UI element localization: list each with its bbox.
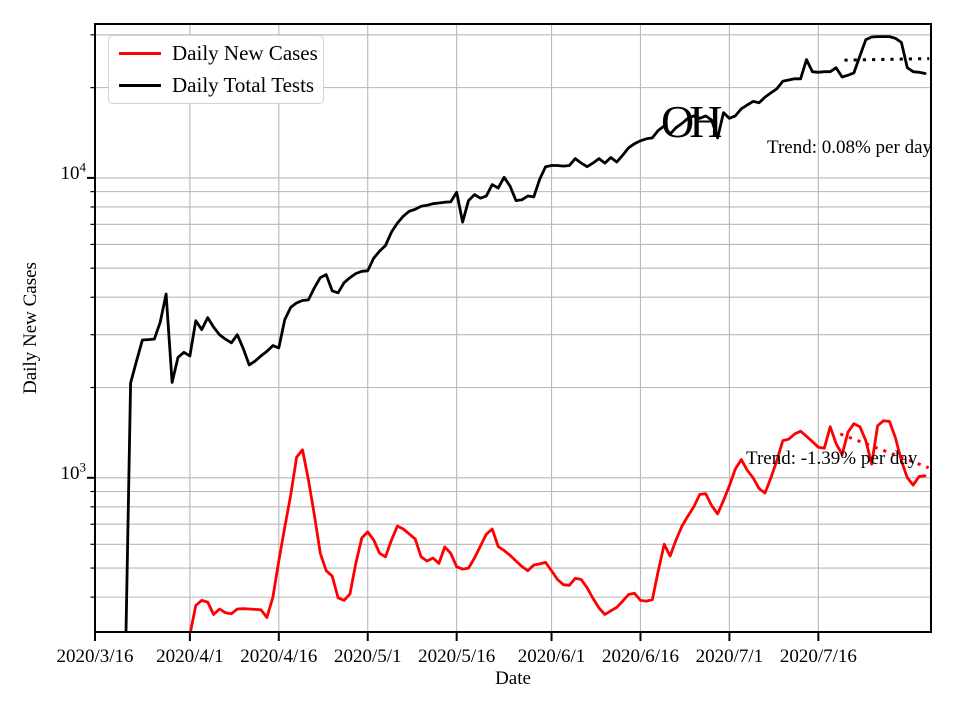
cases-trend-annotation: Trend: -1.39% per day xyxy=(746,448,918,469)
series-lines xyxy=(124,35,930,632)
y-tick-label: 104 xyxy=(60,159,87,184)
x-tick-label: 2020/5/1 xyxy=(333,646,402,667)
axes-frame xyxy=(94,23,932,633)
x-tick-label: 2020/6/16 xyxy=(601,646,679,667)
x-tick-label: 2020/7/16 xyxy=(779,646,857,667)
x-tick-label: 2020/7/1 xyxy=(695,646,764,667)
legend: Daily New Cases Daily Total Tests xyxy=(108,35,324,104)
legend-item-daily-total-tests: Daily Total Tests xyxy=(109,70,323,101)
x-tick-label: 2020/3/16 xyxy=(56,646,134,667)
legend-item-daily-new-cases: Daily New Cases xyxy=(109,38,323,69)
legend-label: Daily Total Tests xyxy=(172,73,315,97)
x-axis-title: Date xyxy=(495,668,531,689)
y-tick-label: 103 xyxy=(60,459,87,484)
y-axis-title: Daily New Cases xyxy=(20,262,41,394)
axis-ticks xyxy=(87,34,820,641)
red-line-swatch xyxy=(119,51,161,56)
x-tick-label: 2020/4/16 xyxy=(240,646,318,667)
trend-line xyxy=(839,432,930,470)
state-label: OH xyxy=(661,96,722,147)
gridlines xyxy=(94,24,931,632)
black-line-swatch xyxy=(119,83,161,88)
x-tick-label: 2020/6/1 xyxy=(517,646,586,667)
series-daily-total-tests xyxy=(124,35,927,632)
x-tick-label: 2020/5/16 xyxy=(418,646,496,667)
x-tick-label: 2020/4/1 xyxy=(156,646,224,667)
series-daily-new-cases xyxy=(188,419,927,632)
tests-trend-annotation: Trend: 0.08% per day xyxy=(767,137,932,158)
legend-label: Daily New Cases xyxy=(172,41,318,65)
